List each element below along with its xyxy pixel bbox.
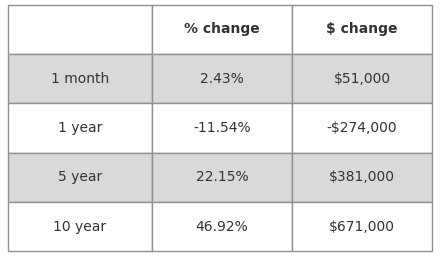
Bar [152,202,292,251]
Bar [292,202,432,251]
Bar [8,54,152,103]
Bar [292,5,432,54]
Bar [152,153,292,202]
Bar [292,54,432,103]
Text: % change: % change [184,22,260,36]
Text: 10 year: 10 year [54,220,106,234]
Text: -$274,000: -$274,000 [327,121,397,135]
Text: $671,000: $671,000 [329,220,395,234]
Text: 22.15%: 22.15% [196,170,249,184]
Bar [8,202,152,251]
Bar [8,5,152,54]
Text: $381,000: $381,000 [329,170,395,184]
Text: 1 month: 1 month [51,72,109,86]
Bar [292,153,432,202]
Bar [152,54,292,103]
Bar [152,103,292,153]
Bar [152,5,292,54]
Text: $ change: $ change [326,22,398,36]
Text: 46.92%: 46.92% [196,220,249,234]
Text: 1 year: 1 year [58,121,102,135]
Text: -11.54%: -11.54% [193,121,251,135]
Bar [292,103,432,153]
Bar [8,103,152,153]
Text: $51,000: $51,000 [334,72,391,86]
Bar [8,153,152,202]
Text: 2.43%: 2.43% [200,72,244,86]
Text: 5 year: 5 year [58,170,102,184]
